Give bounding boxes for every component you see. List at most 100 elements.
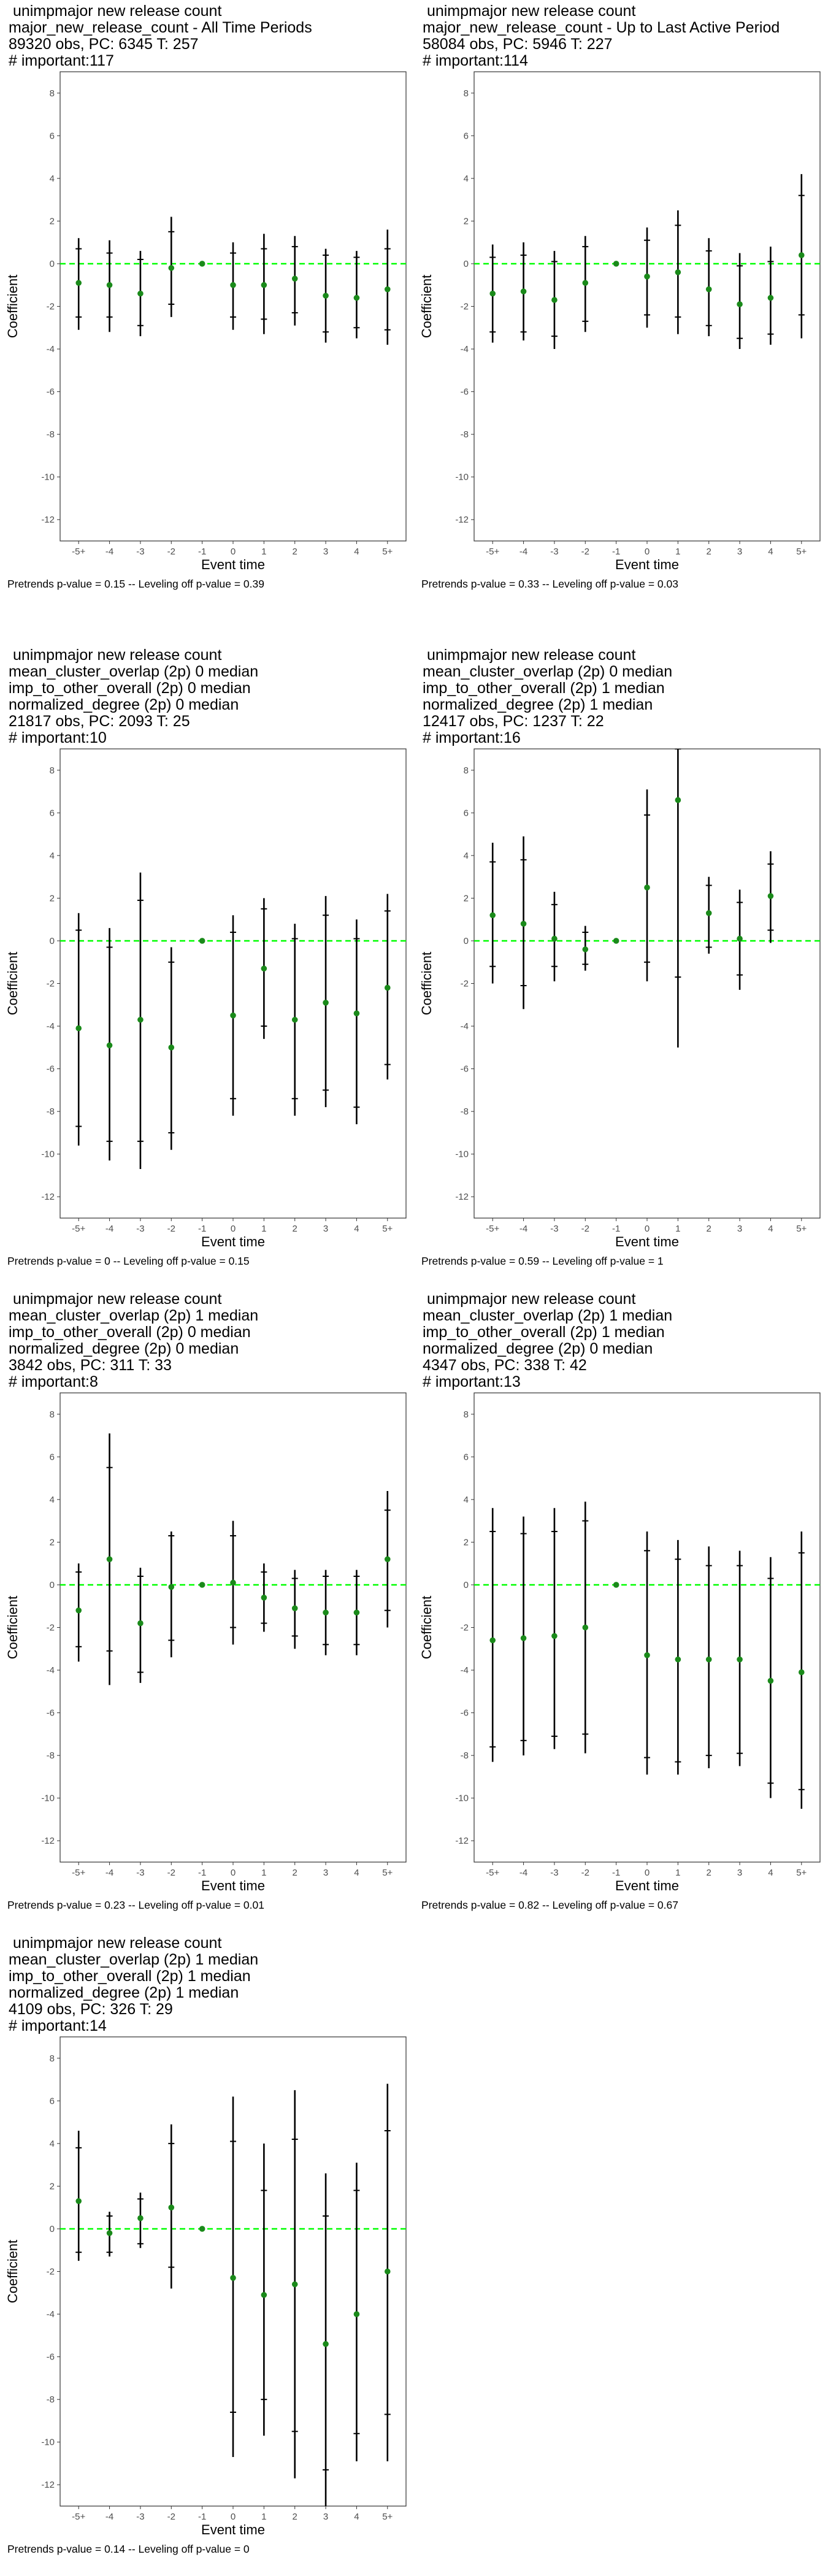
- x-tick-label: -3: [550, 546, 558, 557]
- x-axis-label: Event time: [201, 557, 265, 572]
- data-point: [168, 1584, 175, 1590]
- plot-content: [474, 1501, 820, 1809]
- chart-title-line: 58084 obs, PC: 5946 T: 227: [423, 36, 613, 53]
- data-point: [291, 275, 298, 282]
- chart-panel-1: unimpmajor new release count major_new_re…: [0, 0, 414, 644]
- x-tick-label: -2: [167, 1868, 175, 1878]
- chart-panel-7: unimpmajor new release count mean_cluster…: [0, 1932, 414, 2576]
- x-tick-label: 2: [293, 2512, 297, 2522]
- y-tick-label: -6: [461, 1708, 469, 1719]
- y-tick-label: -8: [461, 1106, 469, 1117]
- y-tick-label: -2: [461, 979, 469, 989]
- pvalue-footnote: Pretrends p-value = 0.82 -- Leveling off…: [421, 1899, 678, 1911]
- data-point: [261, 1595, 267, 1601]
- x-tick-label: 3: [323, 1224, 328, 1234]
- x-tick-label: 4: [354, 1224, 359, 1234]
- x-tick-label: 1: [261, 2512, 266, 2522]
- data-point: [323, 293, 329, 299]
- x-tick-label: 2: [707, 546, 711, 557]
- y-tick-label: -12: [455, 1836, 469, 1846]
- y-tick-label: -2: [461, 1623, 469, 1633]
- data-point: [384, 984, 391, 991]
- data-point: [705, 910, 712, 916]
- x-tick-label: -4: [105, 546, 113, 557]
- y-axis-label: Coefficient: [5, 952, 20, 1016]
- x-tick-label: -2: [581, 546, 589, 557]
- x-tick-label: -4: [105, 1224, 113, 1234]
- y-tick-label: 2: [50, 893, 55, 903]
- data-point: [199, 1582, 205, 1588]
- chart-title-line: 4109 obs, PC: 326 T: 29: [9, 2001, 173, 2018]
- y-tick-label: -8: [47, 1106, 55, 1117]
- x-tick-label: -2: [167, 546, 175, 557]
- chart-title-line: # important:14: [9, 2017, 107, 2034]
- x-tick-label: 0: [645, 1868, 650, 1878]
- data-point: [323, 2340, 329, 2347]
- x-tick-label: 0: [231, 546, 236, 557]
- plot-content: [60, 2083, 406, 2506]
- chart-panel-5: unimpmajor new release count mean_cluster…: [0, 1288, 414, 1932]
- x-tick-label: 2: [293, 1868, 297, 1878]
- x-tick-label: 4: [768, 1868, 773, 1878]
- chart-title-line: imp_to_other_overall (2p) 1 median: [9, 1968, 251, 1985]
- chart-title-line: mean_cluster_overlap (2p) 1 median: [9, 1307, 259, 1324]
- y-tick-label: -8: [47, 2394, 55, 2405]
- data-point: [737, 301, 743, 307]
- y-tick-label: -12: [41, 1836, 55, 1846]
- y-axis-label: Coefficient: [419, 952, 434, 1016]
- data-point: [520, 921, 527, 927]
- x-axis-label: Event time: [201, 1878, 265, 1893]
- data-point: [705, 1656, 712, 1663]
- data-point: [582, 946, 589, 953]
- data-point: [261, 282, 267, 288]
- chart-title: unimpmajor new release count mean_cluster…: [9, 1291, 258, 1390]
- data-point: [613, 261, 619, 267]
- data-point: [168, 2204, 175, 2210]
- data-point: [106, 1556, 113, 1563]
- y-axis-label: Coefficient: [419, 275, 434, 339]
- y-tick-label: -12: [41, 515, 55, 525]
- data-point: [353, 294, 360, 301]
- pvalue-footnote: Pretrends p-value = 0.14 -- Leveling off…: [7, 2543, 250, 2555]
- y-tick-label: -4: [47, 344, 55, 355]
- chart-title-line: mean_cluster_overlap (2p) 0 median: [9, 663, 259, 680]
- y-tick-label: 8: [464, 88, 469, 99]
- chart-title-line: major_new_release_count - All Time Perio…: [9, 19, 312, 36]
- data-point: [291, 1016, 298, 1023]
- plot-content: [60, 217, 406, 345]
- y-tick-label: 0: [50, 1580, 55, 1590]
- x-axis-label: Event time: [615, 1878, 679, 1893]
- y-axis-label: Coefficient: [5, 2240, 20, 2304]
- data-point: [675, 1656, 681, 1663]
- x-tick-label: -3: [136, 1868, 144, 1878]
- chart-title-line: normalized_degree (2p) 0 median: [9, 1340, 239, 1357]
- plot-content: [60, 872, 406, 1170]
- chart-title-line: unimpmajor new release count: [9, 2, 222, 20]
- chart-title-line: # important:16: [423, 729, 521, 746]
- data-point: [520, 288, 527, 294]
- data-point: [613, 1582, 619, 1588]
- y-tick-label: 2: [464, 1537, 469, 1547]
- y-tick-label: -6: [47, 387, 55, 397]
- chart-title-line: normalized_degree (2p) 0 median: [9, 696, 239, 713]
- x-tick-label: -3: [550, 1224, 558, 1234]
- data-point: [353, 2311, 360, 2317]
- data-point: [675, 797, 681, 803]
- y-tick-label: 4: [464, 1495, 469, 1505]
- chart-title-line: 21817 obs, PC: 2093 T: 25: [9, 713, 190, 730]
- x-tick-label: 2: [293, 1224, 297, 1234]
- x-tick-label: 0: [645, 546, 650, 557]
- x-tick-label: -2: [167, 1224, 175, 1234]
- y-tick-label: 0: [464, 1580, 469, 1590]
- data-point: [230, 2275, 236, 2281]
- chart-title-line: unimpmajor new release count: [9, 1934, 222, 1952]
- x-tick-label: -3: [136, 2512, 144, 2522]
- y-tick-label: 0: [50, 2224, 55, 2234]
- chart-title: unimpmajor new release count mean_cluster…: [9, 1935, 258, 2034]
- data-point: [106, 282, 113, 288]
- y-tick-label: 8: [50, 88, 55, 99]
